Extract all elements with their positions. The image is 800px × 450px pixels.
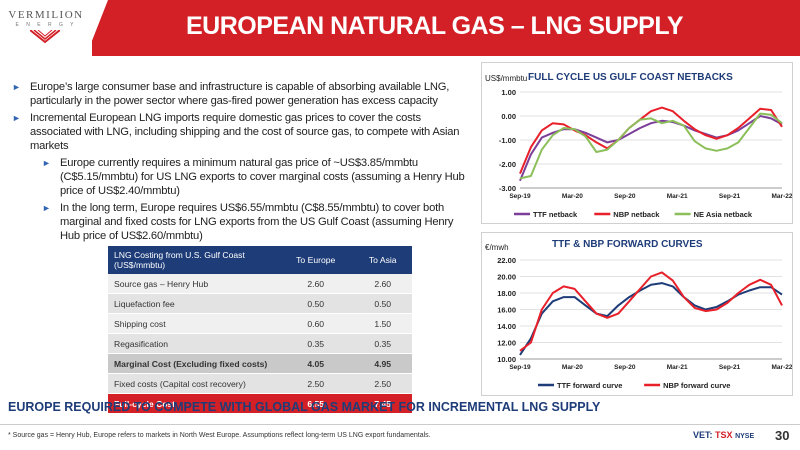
bullet-arrow-icon: ► — [42, 158, 51, 168]
chart-title: FULL CYCLE US GULF COAST NETBACKS — [528, 72, 733, 83]
footnote: * Source gas = Henry Hub, Europe refers … — [8, 432, 431, 439]
header-bar: VERMILION E N E R G Y EUROPEAN NATURAL G… — [0, 0, 800, 56]
legend-label: NBP forward curve — [663, 381, 730, 390]
table-row: Fixed costs (Capital cost recovery) 2.50 2… — [108, 373, 412, 394]
sub-bullet-item: ► In the long term, Europe requires US$6.… — [42, 202, 454, 242]
y-tick-label: 18.00 — [497, 289, 516, 298]
x-tick-label: Mar-21 — [667, 364, 688, 371]
logo-mark-icon — [30, 30, 60, 44]
table-header: LNG Costing from U.S. Gulf Coast (US$/mm… — [108, 246, 278, 274]
ticker-vet: VET: — [693, 430, 713, 440]
ticker-nyse: NYSE — [735, 433, 755, 440]
legend-label: NBP netback — [613, 210, 660, 219]
page-number: 30 — [775, 428, 790, 443]
x-tick-label: Mar-21 — [667, 193, 688, 200]
table-row: Liquefaction fee 0.50 0.50 — [108, 293, 412, 314]
legend-label: NE Asia netback — [694, 210, 753, 219]
footer-divider — [0, 424, 800, 425]
legend-label: TTF forward curve — [557, 381, 622, 390]
table-row: Shipping cost 0.60 1.50 — [108, 313, 412, 334]
x-tick-label: Sep-20 — [614, 193, 636, 200]
chart-ylabel: €/mwh — [485, 243, 509, 252]
bullet-list: ► Europe’s large consumer base and infras… — [10, 80, 472, 245]
table-row: Regasification 0.35 0.35 — [108, 333, 412, 354]
sub-bullet-item: ► Europe currently requires a minimum nat… — [42, 157, 465, 197]
bullet-arrow-icon: ► — [12, 113, 21, 123]
y-tick-label: 12.00 — [497, 339, 516, 348]
netbacks-chart-panel: US$/mmbtu FULL CYCLE US GULF COAST NETBA… — [481, 62, 793, 224]
page-title: EUROPEAN NATURAL GAS – LNG SUPPLY — [186, 12, 684, 40]
table-header: To Europe — [278, 246, 354, 274]
x-tick-label: Mar-22 — [772, 193, 792, 200]
series-line — [519, 106, 783, 174]
x-tick-label: Sep-21 — [719, 364, 741, 371]
y-tick-label: -1.00 — [499, 136, 516, 145]
table-row-full-cycle: Full-cycle Cost 6.55 7.45 — [108, 393, 412, 414]
y-tick-label: 1.00 — [501, 88, 516, 97]
logo-text: VERMILION — [8, 9, 84, 21]
y-tick-label: 0.00 — [501, 112, 516, 121]
logo-slash — [86, 0, 108, 56]
x-tick-label: Mar-20 — [562, 364, 583, 371]
series-line — [519, 282, 783, 356]
series-line — [519, 112, 783, 180]
table-row-marginal: Marginal Cost (Excluding fixed costs) 4.0… — [108, 353, 412, 374]
y-tick-label: 22.00 — [497, 256, 516, 265]
y-tick-label: 20.00 — [497, 273, 516, 282]
y-tick-label: 16.00 — [497, 306, 516, 315]
lng-cost-table: LNG Costing from U.S. Gulf Coast (US$/mm… — [108, 246, 412, 414]
y-tick-label: -3.00 — [499, 184, 516, 193]
series-line — [519, 271, 783, 352]
bullet-arrow-icon: ► — [12, 82, 21, 92]
chart-ylabel: US$/mmbtu — [485, 74, 528, 83]
bullet-arrow-icon: ► — [42, 203, 51, 213]
forward-curves-chart-panel: €/mwh TTF & NBP FORWARD CURVES 22.00 20.0… — [481, 232, 793, 396]
bullet-item: ► Europe’s large consumer base and infras… — [12, 81, 450, 107]
logo-subtext: E N E R G Y — [15, 22, 77, 28]
x-tick-label: Sep-21 — [719, 193, 741, 200]
logo: VERMILION E N E R G Y — [0, 0, 92, 56]
x-tick-label: Mar-22 — [772, 364, 792, 371]
legend-label: TTF netback — [533, 210, 578, 219]
y-tick-label: 14.00 — [497, 322, 516, 331]
x-tick-label: Sep-20 — [614, 364, 636, 371]
y-tick-label: 10.00 — [497, 355, 516, 364]
table-header: To Asia — [353, 246, 412, 274]
x-tick-label: Mar-20 — [562, 193, 583, 200]
y-tick-label: -2.00 — [499, 160, 516, 169]
forward-curves-chart: 22.00 20.00 18.00 16.00 14.00 12.00 10.00Sep-1… — [497, 256, 792, 390]
x-tick-label: Sep-19 — [509, 364, 531, 371]
x-tick-label: Sep-19 — [509, 193, 531, 200]
chart-title: TTF & NBP FORWARD CURVES — [552, 239, 703, 250]
table-row: Source gas – Henry Hub 2.60 2.60 — [108, 274, 412, 294]
bullet-item: ► Incremental European LNG imports requir… — [12, 112, 460, 152]
conclusion-banner: EUROPE REQUIRED TO COMPETE WITH GLOBAL G… — [8, 400, 601, 414]
exchange-tickers: VET: TSX NYSE — [693, 430, 754, 440]
series-line — [519, 115, 783, 182]
ticker-tsx: TSX — [715, 430, 733, 440]
